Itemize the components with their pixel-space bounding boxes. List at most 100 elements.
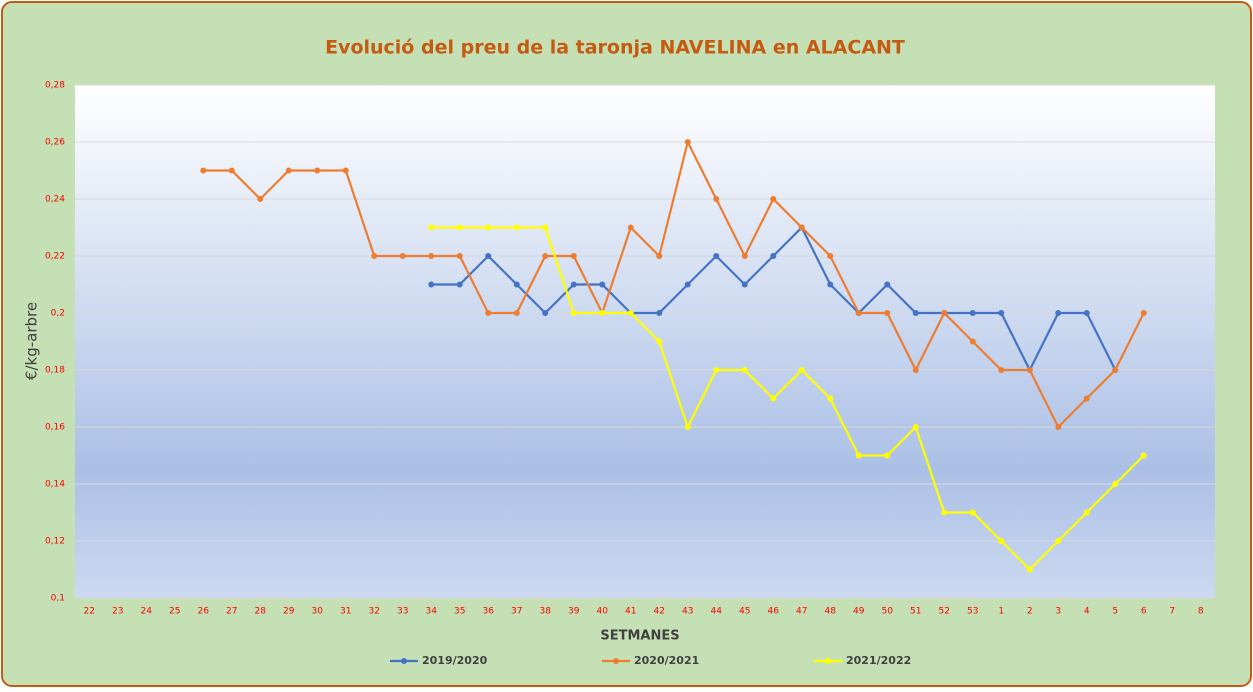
- x-tick-label: 33: [397, 607, 408, 617]
- data-point: [570, 281, 577, 288]
- data-point: [798, 224, 805, 231]
- data-point: [599, 310, 606, 316]
- data-point: [684, 281, 691, 288]
- x-tick-label: 8: [1198, 607, 1204, 617]
- x-tick-label: 40: [597, 607, 609, 617]
- x-tick-label: 31: [340, 607, 351, 617]
- data-point: [1083, 395, 1090, 402]
- y-axis-label: €/kg-arbre: [23, 302, 41, 380]
- y-tick-label: 0,28: [45, 81, 65, 91]
- x-tick-label: 35: [454, 607, 465, 617]
- legend-marker: [401, 658, 407, 664]
- data-point: [428, 281, 435, 288]
- data-point: [770, 395, 777, 402]
- x-tick-label: 23: [112, 607, 123, 617]
- x-tick-label: 34: [426, 607, 438, 617]
- legend-marker: [825, 658, 831, 664]
- x-tick-label: 5: [1112, 607, 1118, 617]
- data-point: [884, 310, 891, 316]
- y-tick-label: 0,2: [51, 309, 65, 319]
- data-point: [542, 224, 549, 231]
- data-point: [513, 281, 520, 288]
- data-point: [456, 281, 463, 288]
- data-point: [513, 310, 520, 316]
- x-tick-label: 32: [369, 607, 380, 617]
- data-point: [969, 509, 976, 516]
- x-tick-label: 45: [739, 607, 750, 617]
- data-point: [1055, 538, 1062, 544]
- y-tick-label: 0,12: [45, 537, 65, 547]
- x-tick-label: 50: [882, 607, 894, 617]
- x-tick-label: 3: [1055, 607, 1061, 617]
- data-point: [371, 253, 378, 259]
- data-point: [656, 253, 663, 259]
- data-point: [1083, 509, 1090, 516]
- series-line: [203, 138, 1145, 429]
- x-tick-label: 52: [939, 607, 950, 617]
- data-point: [1140, 452, 1147, 459]
- x-tick-label: 26: [198, 607, 210, 617]
- data-point: [684, 424, 691, 430]
- y-tick-label: 0,22: [45, 252, 65, 262]
- data-point: [1055, 424, 1062, 430]
- data-point: [428, 224, 435, 231]
- chart-title: Evolució del preu de la taronja NAVELINA…: [325, 37, 905, 59]
- data-point: [570, 253, 577, 259]
- data-point: [627, 224, 634, 231]
- data-point: [969, 338, 976, 345]
- x-tick-label: 53: [967, 607, 978, 617]
- x-tick-label: 30: [312, 607, 324, 617]
- x-tick-label: 1: [998, 607, 1004, 617]
- data-point: [1055, 310, 1062, 316]
- data-point: [884, 452, 891, 459]
- data-point: [912, 367, 919, 373]
- data-point: [827, 281, 834, 288]
- x-tick-label: 25: [169, 607, 180, 617]
- x-tick-label: 6: [1141, 607, 1147, 617]
- legend-label: 2020/2021: [634, 654, 699, 667]
- data-point: [969, 310, 976, 316]
- data-point: [998, 538, 1005, 544]
- y-tick-label: 0,24: [45, 195, 65, 205]
- x-tick-label: 24: [141, 607, 153, 617]
- data-point: [627, 310, 634, 316]
- data-point: [770, 196, 777, 202]
- x-tick-label: 42: [654, 607, 665, 617]
- x-tick-label: 28: [255, 607, 267, 617]
- data-point: [485, 224, 492, 231]
- series-line: [431, 226, 1145, 572]
- x-tick-label: 39: [568, 607, 580, 617]
- x-tick-label: 36: [483, 607, 495, 617]
- x-tick-label: 43: [682, 607, 693, 617]
- data-point: [1026, 566, 1033, 573]
- data-point: [399, 253, 406, 259]
- legend-label: 2019/2020: [422, 654, 488, 667]
- legend-marker: [613, 658, 619, 664]
- x-tick-label: 38: [540, 607, 552, 617]
- data-point: [912, 424, 919, 430]
- data-point: [912, 310, 919, 316]
- data-point: [741, 367, 748, 373]
- data-point: [656, 310, 663, 316]
- legend-label: 2021/2022: [846, 654, 911, 667]
- y-tick-label: 0,18: [45, 366, 65, 376]
- data-point: [713, 253, 720, 259]
- y-tick-label: 0,14: [45, 480, 65, 490]
- x-axis-label: SETMANES: [600, 629, 679, 644]
- data-point: [513, 224, 520, 231]
- x-tick-label: 29: [283, 607, 295, 617]
- data-point: [314, 167, 321, 174]
- data-point: [456, 253, 463, 259]
- data-point: [1112, 367, 1119, 373]
- data-point: [941, 509, 948, 516]
- x-tick-label: 48: [825, 607, 837, 617]
- data-point: [713, 196, 720, 202]
- data-point: [1140, 310, 1147, 316]
- data-point: [428, 253, 435, 259]
- data-point: [1083, 310, 1090, 316]
- x-tick-label: 44: [711, 607, 723, 617]
- data-point: [798, 367, 805, 373]
- x-tick-label: 37: [511, 607, 522, 617]
- data-point: [741, 281, 748, 288]
